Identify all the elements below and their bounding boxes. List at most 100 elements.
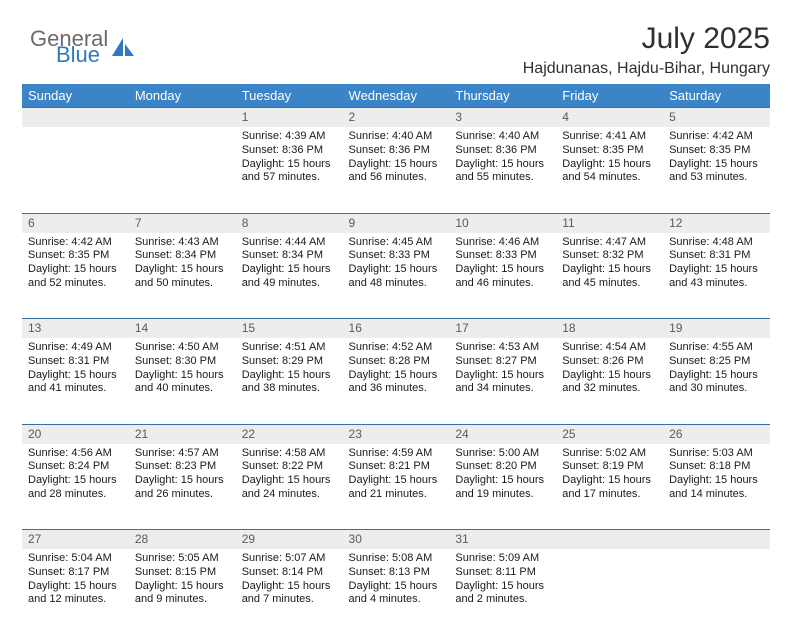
weekday-header: Sunday xyxy=(22,84,129,108)
daylight-line: Daylight: 15 hours and 53 minutes. xyxy=(669,158,764,186)
day-body-cell: Sunrise: 4:42 AMSunset: 8:35 PMDaylight:… xyxy=(663,127,770,213)
day-body-cell: Sunrise: 4:40 AMSunset: 8:36 PMDaylight:… xyxy=(449,127,556,213)
day-body-cell: Sunrise: 4:45 AMSunset: 8:33 PMDaylight:… xyxy=(343,233,450,319)
sunset-line: Sunset: 8:31 PM xyxy=(669,249,764,263)
day-body-row: Sunrise: 5:04 AMSunset: 8:17 PMDaylight:… xyxy=(22,549,770,635)
sunset-line: Sunset: 8:13 PM xyxy=(349,566,444,580)
day-body-cell: Sunrise: 4:55 AMSunset: 8:25 PMDaylight:… xyxy=(663,338,770,424)
day-number-cell xyxy=(22,108,129,128)
location: Hajdunanas, Hajdu-Bihar, Hungary xyxy=(523,60,770,78)
sunset-line: Sunset: 8:21 PM xyxy=(349,460,444,474)
sunset-line: Sunset: 8:28 PM xyxy=(349,355,444,369)
daylight-line: Daylight: 15 hours and 26 minutes. xyxy=(135,474,230,502)
sunset-line: Sunset: 8:15 PM xyxy=(135,566,230,580)
day-body-cell: Sunrise: 4:44 AMSunset: 8:34 PMDaylight:… xyxy=(236,233,343,319)
brand-logo: General Blue xyxy=(30,28,136,66)
weekday-header-row: Sunday Monday Tuesday Wednesday Thursday… xyxy=(22,84,770,108)
day-body-cell: Sunrise: 4:43 AMSunset: 8:34 PMDaylight:… xyxy=(129,233,236,319)
day-number-row: 20212223242526 xyxy=(22,424,770,444)
day-number-row: 12345 xyxy=(22,108,770,128)
day-number-cell xyxy=(556,530,663,550)
sunrise-line: Sunrise: 4:45 AM xyxy=(349,236,444,250)
sunset-line: Sunset: 8:34 PM xyxy=(242,249,337,263)
day-body-cell: Sunrise: 5:08 AMSunset: 8:13 PMDaylight:… xyxy=(343,549,450,635)
sunrise-line: Sunrise: 4:56 AM xyxy=(28,447,123,461)
daylight-line: Daylight: 15 hours and 45 minutes. xyxy=(562,263,657,291)
sunrise-line: Sunrise: 4:46 AM xyxy=(455,236,550,250)
sunrise-line: Sunrise: 5:05 AM xyxy=(135,552,230,566)
sunrise-line: Sunrise: 4:51 AM xyxy=(242,341,337,355)
weekday-header: Monday xyxy=(129,84,236,108)
month-title: July 2025 xyxy=(523,22,770,56)
sunset-line: Sunset: 8:29 PM xyxy=(242,355,337,369)
sunset-line: Sunset: 8:35 PM xyxy=(669,144,764,158)
day-body-cell: Sunrise: 4:59 AMSunset: 8:21 PMDaylight:… xyxy=(343,444,450,530)
sunset-line: Sunset: 8:17 PM xyxy=(28,566,123,580)
sunrise-line: Sunrise: 4:41 AM xyxy=(562,130,657,144)
daylight-line: Daylight: 15 hours and 56 minutes. xyxy=(349,158,444,186)
sunset-line: Sunset: 8:30 PM xyxy=(135,355,230,369)
daylight-line: Daylight: 15 hours and 30 minutes. xyxy=(669,369,764,397)
sunset-line: Sunset: 8:14 PM xyxy=(242,566,337,580)
day-body-cell: Sunrise: 5:00 AMSunset: 8:20 PMDaylight:… xyxy=(449,444,556,530)
daylight-line: Daylight: 15 hours and 24 minutes. xyxy=(242,474,337,502)
day-number-cell: 27 xyxy=(22,530,129,550)
day-number-cell: 4 xyxy=(556,108,663,128)
day-number-cell: 2 xyxy=(343,108,450,128)
daylight-line: Daylight: 15 hours and 55 minutes. xyxy=(455,158,550,186)
day-number-cell: 31 xyxy=(449,530,556,550)
day-number-cell: 26 xyxy=(663,424,770,444)
weekday-header: Tuesday xyxy=(236,84,343,108)
daylight-line: Daylight: 15 hours and 17 minutes. xyxy=(562,474,657,502)
sunset-line: Sunset: 8:36 PM xyxy=(242,144,337,158)
day-number-cell: 28 xyxy=(129,530,236,550)
sunrise-line: Sunrise: 4:59 AM xyxy=(349,447,444,461)
day-body-cell: Sunrise: 4:40 AMSunset: 8:36 PMDaylight:… xyxy=(343,127,450,213)
day-body-row: Sunrise: 4:56 AMSunset: 8:24 PMDaylight:… xyxy=(22,444,770,530)
sunset-line: Sunset: 8:36 PM xyxy=(455,144,550,158)
weekday-header: Friday xyxy=(556,84,663,108)
day-body-cell: Sunrise: 4:50 AMSunset: 8:30 PMDaylight:… xyxy=(129,338,236,424)
day-body-cell: Sunrise: 4:47 AMSunset: 8:32 PMDaylight:… xyxy=(556,233,663,319)
sunrise-line: Sunrise: 4:50 AM xyxy=(135,341,230,355)
day-number-cell: 9 xyxy=(343,213,450,233)
day-body-cell: Sunrise: 4:58 AMSunset: 8:22 PMDaylight:… xyxy=(236,444,343,530)
sunrise-line: Sunrise: 4:49 AM xyxy=(28,341,123,355)
day-number-cell: 8 xyxy=(236,213,343,233)
daylight-line: Daylight: 15 hours and 49 minutes. xyxy=(242,263,337,291)
sunset-line: Sunset: 8:35 PM xyxy=(562,144,657,158)
daylight-line: Daylight: 15 hours and 19 minutes. xyxy=(455,474,550,502)
daylight-line: Daylight: 15 hours and 9 minutes. xyxy=(135,580,230,608)
sunset-line: Sunset: 8:26 PM xyxy=(562,355,657,369)
day-number-cell: 15 xyxy=(236,319,343,339)
sunrise-line: Sunrise: 4:57 AM xyxy=(135,447,230,461)
day-number-cell: 24 xyxy=(449,424,556,444)
day-body-cell: Sunrise: 4:57 AMSunset: 8:23 PMDaylight:… xyxy=(129,444,236,530)
day-number-row: 6789101112 xyxy=(22,213,770,233)
daylight-line: Daylight: 15 hours and 54 minutes. xyxy=(562,158,657,186)
daylight-line: Daylight: 15 hours and 28 minutes. xyxy=(28,474,123,502)
sunset-line: Sunset: 8:35 PM xyxy=(28,249,123,263)
day-body-cell: Sunrise: 5:09 AMSunset: 8:11 PMDaylight:… xyxy=(449,549,556,635)
sunset-line: Sunset: 8:32 PM xyxy=(562,249,657,263)
sunrise-line: Sunrise: 4:40 AM xyxy=(349,130,444,144)
day-body-cell: Sunrise: 4:53 AMSunset: 8:27 PMDaylight:… xyxy=(449,338,556,424)
day-body-cell xyxy=(663,549,770,635)
sunrise-line: Sunrise: 5:08 AM xyxy=(349,552,444,566)
day-body-cell: Sunrise: 4:49 AMSunset: 8:31 PMDaylight:… xyxy=(22,338,129,424)
day-number-row: 2728293031 xyxy=(22,530,770,550)
sunrise-line: Sunrise: 4:42 AM xyxy=(28,236,123,250)
sunset-line: Sunset: 8:31 PM xyxy=(28,355,123,369)
sunrise-line: Sunrise: 5:02 AM xyxy=(562,447,657,461)
weekday-header: Thursday xyxy=(449,84,556,108)
sunrise-line: Sunrise: 4:39 AM xyxy=(242,130,337,144)
daylight-line: Daylight: 15 hours and 32 minutes. xyxy=(562,369,657,397)
day-body-cell: Sunrise: 4:56 AMSunset: 8:24 PMDaylight:… xyxy=(22,444,129,530)
day-number-cell: 19 xyxy=(663,319,770,339)
day-body-cell: Sunrise: 4:39 AMSunset: 8:36 PMDaylight:… xyxy=(236,127,343,213)
day-number-cell: 20 xyxy=(22,424,129,444)
sunrise-line: Sunrise: 4:58 AM xyxy=(242,447,337,461)
sunset-line: Sunset: 8:33 PM xyxy=(455,249,550,263)
daylight-line: Daylight: 15 hours and 21 minutes. xyxy=(349,474,444,502)
day-number-cell xyxy=(129,108,236,128)
